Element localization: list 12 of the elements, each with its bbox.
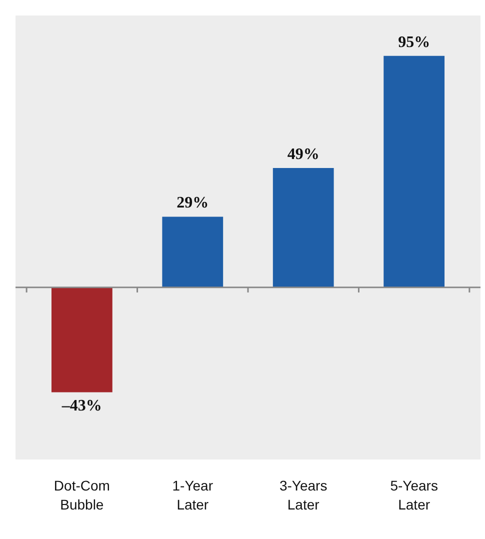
x-tick-label: 3-Years Later: [279, 478, 328, 513]
bar: [51, 287, 112, 392]
data-label: 29%: [176, 194, 209, 212]
x-tick-label: 1-Year Later: [172, 478, 214, 513]
data-label: 49%: [287, 146, 320, 163]
bar: [162, 216, 224, 288]
x-tick-label: Dot-Com Bubble: [54, 478, 110, 513]
bar: [384, 56, 445, 288]
data-label: 95%: [398, 34, 430, 51]
x-tick-label: 5-Years Later: [390, 478, 438, 513]
data-label: –43%: [60, 397, 102, 414]
bar: [272, 168, 334, 288]
